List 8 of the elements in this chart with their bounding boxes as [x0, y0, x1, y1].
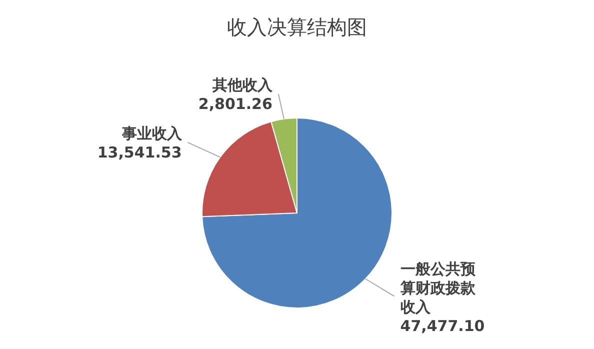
chart-title: 收入决算结构图	[227, 15, 367, 39]
data-label: 13,541.53	[97, 143, 182, 162]
slice-label: 事业收入	[120, 124, 183, 142]
slice-label: 一般公共预算财政拨款收入	[399, 260, 476, 316]
data-label: 47,477.10	[400, 317, 485, 336]
slice-label: 其他收入	[211, 76, 274, 94]
data-label: 2,801.26	[198, 95, 272, 114]
pie-slice	[202, 118, 392, 308]
